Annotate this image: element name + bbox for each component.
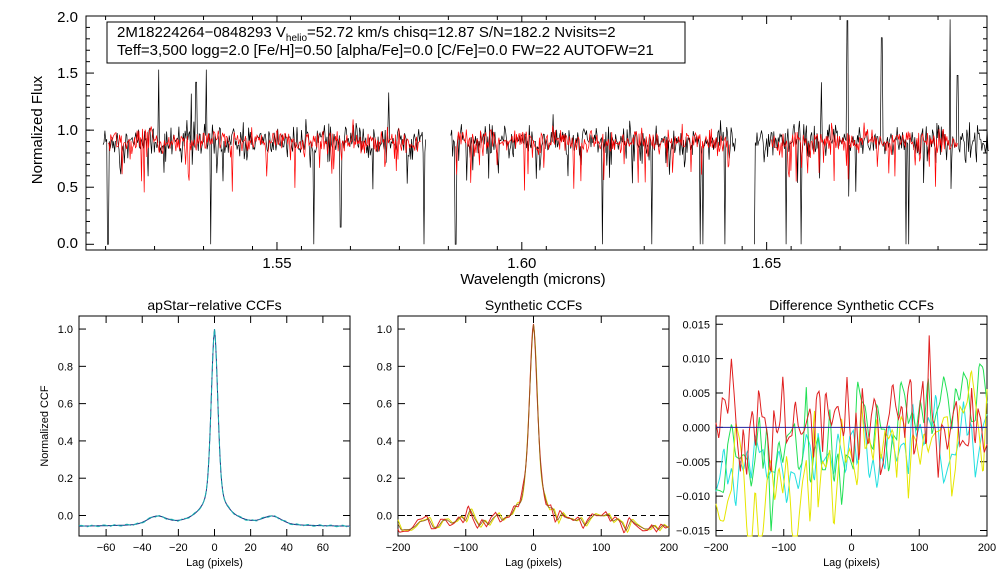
difference-ccf-ytick-label: −0.015 [676, 526, 710, 538]
synthetic-ccf-ytick-label: 0.0 [377, 510, 392, 522]
spectrum-xtick-label: 1.65 [752, 255, 781, 272]
difference-ccf-title: Difference Synthetic CCFs [769, 297, 934, 313]
star-info-line-2: Teff=3,500 logg=2.0 [Fe/H]=0.50 [alpha/F… [117, 42, 654, 59]
model-spectrum-line [107, 119, 958, 193]
apstar-ccf-title: apStar−relative CCFs [147, 297, 281, 313]
apstar-ccf-xtick-label: −40 [133, 542, 152, 554]
difference-ccf-ytick-label: 0.015 [682, 319, 710, 331]
synthetic-ccf-ytick-label: 0.2 [377, 473, 392, 485]
spectrum-panel: 1.55 1.60 1.65 0.0 0.5 1.0 1.5 2.0 Wavel… [29, 9, 990, 288]
synthetic-ccf-ytick-label: 1.0 [377, 324, 392, 336]
apstar-ccf-visit-2-line [78, 329, 351, 528]
apstar-ccf-xtick-label: 20 [245, 542, 257, 554]
difference-ccf-xtick-label: −200 [704, 542, 729, 554]
apstar-ccf-visit-1-line [79, 329, 350, 527]
spectrum-xtick-label: 1.60 [507, 255, 536, 272]
star-info-box: 2M18224264−0848293 Vhelio=52.72 km/s chi… [106, 21, 686, 64]
difference-ccf-red-line [715, 335, 988, 478]
difference-ccf-ytick-label: 0.010 [682, 354, 710, 366]
spectrum-ylabel: Normalized Flux [29, 75, 46, 184]
spectrum-ytick-label: 0.0 [57, 235, 78, 252]
apstar-ccf-ytick-label: 1.0 [58, 324, 73, 336]
synthetic-ccf-ytick-label: 0.8 [377, 361, 392, 373]
difference-ccf-xlabel: Lag (pixels) [823, 557, 880, 569]
synthetic-ccf-visit-2-line [397, 323, 670, 534]
difference-ccf-ytick-label: −0.005 [676, 457, 710, 469]
apstar-ccf-frame [78, 315, 351, 537]
spectrum-ytick-label: 1.5 [57, 65, 78, 82]
difference-ccf-ytick-label: 0.000 [682, 422, 710, 434]
difference-ccf-xtick-label: 0 [848, 542, 854, 554]
apstar-ccf-ytick-label: 0.6 [58, 399, 73, 411]
synthetic-ccf-frame [397, 315, 670, 537]
synthetic-ccf-xtick-label: 200 [660, 542, 678, 554]
apstar-ccf-xlabel: Lag (pixels) [186, 557, 243, 569]
difference-ccf-xtick-label: 100 [910, 542, 928, 554]
synthetic-ccf-xtick-label: −100 [453, 542, 478, 554]
apstar-ccf-xtick-label: 40 [281, 542, 293, 554]
apstar-ccf-ytick-label: 0.8 [58, 361, 73, 373]
synthetic-ccf-visit-1-line [397, 324, 670, 534]
apstar-ccf-xtick-label: 60 [317, 542, 329, 554]
apstar-ccf-ylabel: Normalized CCF [39, 385, 51, 467]
difference-ccf-panel: Difference Synthetic CCFs Lag (pixels) −20… [676, 297, 996, 569]
apstar-ccf-xtick-label: −20 [169, 542, 188, 554]
difference-ccf-cyan-line [715, 395, 988, 506]
apstar-ccf-ytick-label: 0.2 [58, 473, 73, 485]
apstar-ccf-xtick-label: −60 [97, 542, 116, 554]
apstar-ccf-panel: apStar−relative CCFs Lag (pixels) Normaliz… [39, 297, 351, 569]
apstar-ccf-ytick-label: 0.4 [58, 436, 73, 448]
difference-ccf-ytick-label: 0.005 [682, 388, 710, 400]
synthetic-ccf-panel: Synthetic CCFs Lag (pixels) −200 −100 0 100 20… [377, 297, 678, 569]
synthetic-ccf-ytick-label: 0.6 [377, 399, 392, 411]
synthetic-ccf-xtick-label: 100 [592, 542, 610, 554]
difference-ccf-xtick-label: 200 [978, 542, 996, 554]
synthetic-ccf-xtick-label: −200 [386, 542, 411, 554]
difference-ccf-ytick-label: −0.010 [676, 491, 710, 503]
synthetic-ccf-combined-line [397, 324, 670, 531]
spectrum-xlabel: Wavelength (microns) [460, 271, 605, 288]
spectrum-minor-ticks [86, 16, 987, 250]
spectrum-ytick-label: 0.5 [57, 179, 78, 196]
star-info-frame [106, 21, 686, 64]
spectrum-xtick-label: 1.55 [262, 255, 291, 272]
star-info-line-1: 2M18224264−0848293 Vhelio=52.72 km/s chi… [117, 24, 616, 44]
spectrum-ytick-label: 1.0 [57, 122, 78, 139]
apstar-ccf-ytick-label: 0.0 [58, 510, 73, 522]
synthetic-ccf-xlabel: Lag (pixels) [505, 557, 562, 569]
synthetic-ccf-title: Synthetic CCFs [485, 297, 582, 313]
spectrum-ytick-label: 2.0 [57, 9, 78, 26]
difference-ccf-xtick-label: −100 [771, 542, 796, 554]
difference-ccf-green-line [715, 362, 988, 532]
apstar-ccf-xtick-label: 0 [211, 542, 217, 554]
synthetic-ccf-xtick-label: 0 [530, 542, 536, 554]
synthetic-ccf-ytick-label: 0.4 [377, 436, 392, 448]
